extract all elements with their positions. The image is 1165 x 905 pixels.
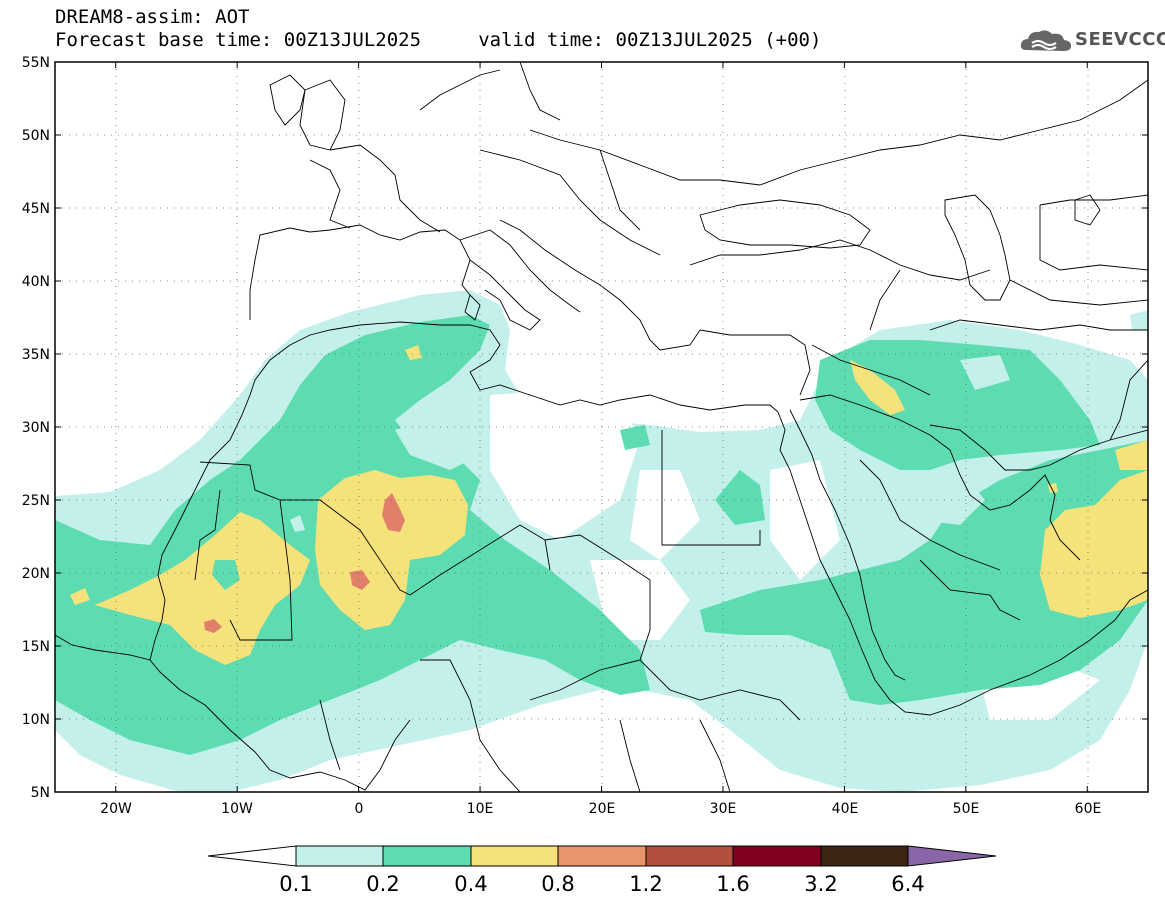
aot-level-0.2-island-mali [212, 560, 240, 590]
lat-tick-label: 20N [22, 566, 50, 582]
colorbar-segment [645, 845, 734, 867]
colorbar-label: 0.4 [454, 872, 487, 896]
colorbar-segment [557, 845, 647, 867]
aot-level-0.4 [70, 345, 1148, 665]
aot-level-0.1-islands [395, 355, 1010, 525]
lat-tick-label: 15N [22, 639, 50, 655]
forecast-time-line: Forecast base time: 00Z13JUL2025 valid t… [55, 29, 822, 51]
colorbar-label: 0.2 [366, 872, 399, 896]
seevccc-logo: SEEVCCC [1018, 26, 1165, 56]
axis-ticks [55, 62, 1148, 792]
lat-tick-label: 45N [22, 201, 50, 217]
lat-tick-label: 30N [22, 420, 50, 436]
aot-clear-patches [490, 390, 1100, 720]
longitude-axis: 20W 10W 0 10E 20E 30E 40E 50E 60E [100, 801, 1101, 817]
cloud-icon [1020, 30, 1072, 51]
lon-tick-label: 10W [221, 801, 253, 817]
colorbar-label: 0.1 [279, 872, 312, 896]
colorbar-segment [295, 845, 384, 867]
lat-tick-label: 5N [31, 785, 50, 801]
lat-tick-label: 50N [22, 128, 50, 144]
lat-tick-label: 35N [22, 347, 50, 363]
aot-level-0.1-island-mauritania [290, 515, 305, 532]
colorbar-segment [732, 845, 822, 867]
colorbar-segment [470, 845, 559, 867]
coastlines-borders [55, 62, 1148, 792]
colorbar-below-triangle [207, 845, 297, 867]
lat-tick-label: 10N [22, 712, 50, 728]
lon-tick-label: 30E [710, 801, 737, 817]
colorbar-label: 0.8 [541, 872, 574, 896]
lon-tick-label: 40E [832, 801, 859, 817]
lat-lon-grid [55, 62, 1148, 792]
aot-field [55, 62, 1148, 792]
lon-tick-label: 60E [1075, 801, 1102, 817]
colorbar-label: 3.2 [804, 872, 837, 896]
aot-level-0.8 [204, 493, 405, 633]
chart-title: DREAM8-assim: AOT [55, 6, 250, 28]
lat-tick-label: 40N [22, 274, 50, 290]
colorbar-segment [382, 845, 472, 867]
colorbar-segment [820, 845, 909, 867]
latitude-axis: 55N 50N 45N 40N 35N 30N 25N 20N 15N 10N … [22, 55, 50, 801]
lon-tick-label: 20W [100, 801, 132, 817]
colorbar-above-triangle [907, 845, 997, 867]
colorbar-label: 1.6 [716, 872, 749, 896]
lat-tick-label: 55N [22, 55, 50, 71]
lon-tick-label: 20E [589, 801, 616, 817]
logo-text: SEEVCCC [1075, 29, 1165, 50]
lon-tick-label: 10E [467, 801, 494, 817]
colorbar: 0.1 0.2 0.4 0.8 1.2 1.6 3.2 6.4 [207, 845, 997, 896]
lon-tick-label: 0 [355, 801, 364, 817]
colorbar-label: 1.2 [629, 872, 662, 896]
lat-tick-label: 25N [22, 493, 50, 509]
colorbar-label: 6.4 [891, 872, 924, 896]
lon-tick-label: 50E [953, 801, 980, 817]
